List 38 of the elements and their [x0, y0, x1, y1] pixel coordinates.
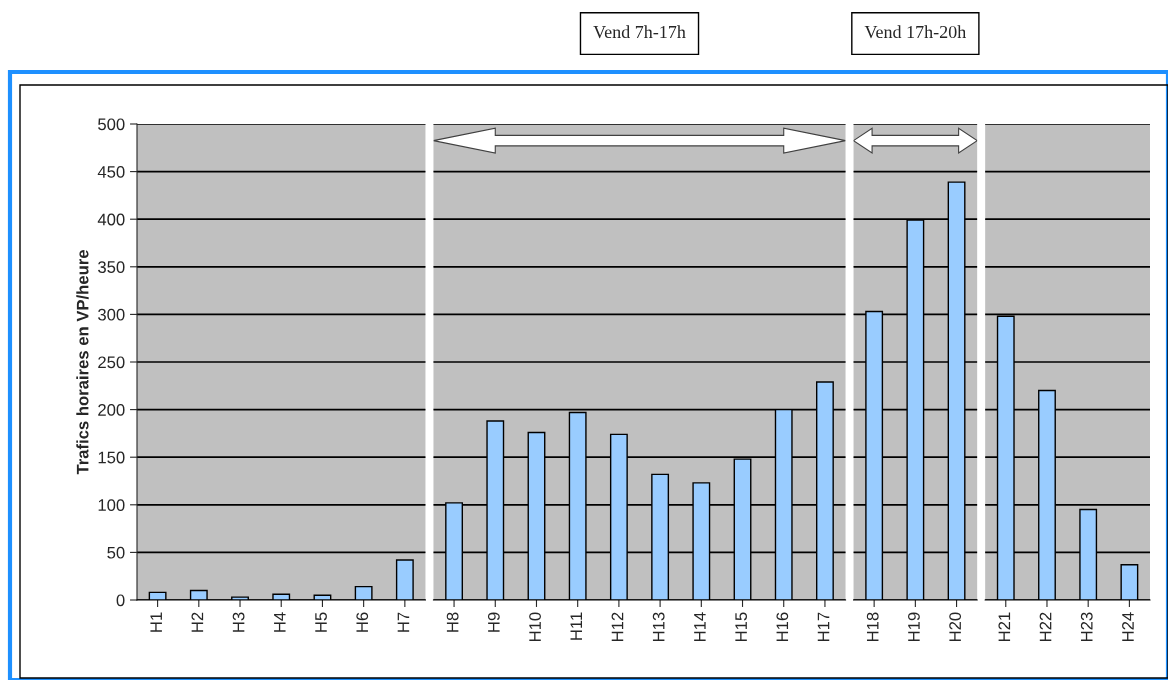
y-tick-label: 200	[98, 404, 125, 416]
x-tick-label: H3	[232, 612, 245, 632]
x-tick-label: H21	[998, 612, 1011, 642]
x-tick-label: H16	[776, 612, 789, 642]
x-tick-label: H17	[817, 612, 830, 642]
x-tick-label: H9	[487, 612, 500, 632]
text: Vend 17h-20h	[864, 25, 967, 39]
y-tick-label: 300	[98, 308, 125, 321]
x-tick-label: H2	[191, 612, 204, 632]
x-tick-label: H4	[274, 612, 286, 632]
x-tick-label: H7	[397, 612, 410, 632]
y-tick-label: 400	[97, 213, 125, 226]
x-tick-label: H12	[611, 612, 624, 642]
y-tick-label: 50	[107, 546, 125, 559]
y-tick-label: 0	[116, 594, 125, 607]
x-tick-label: H22	[1039, 612, 1052, 642]
y-tick-label: 350	[98, 261, 125, 273]
y-axis-title: Trafics horaires en VP/heure	[76, 250, 89, 475]
y-tick-label: 250	[98, 356, 125, 369]
x-tick-label: H15	[735, 612, 747, 642]
x-tick-label: H14	[694, 612, 706, 642]
y-tick-label: 500	[98, 118, 125, 131]
x-tick-label: H1	[150, 612, 162, 632]
y-tick-label: 150	[98, 451, 125, 464]
x-tick-label: H13	[652, 612, 665, 642]
x-tick-label: H10	[529, 612, 541, 642]
x-tick-label: H18	[866, 612, 879, 642]
x-tick-label: H5	[315, 612, 327, 632]
x-tick-label: H19	[908, 612, 920, 642]
y-tick-label: 100	[98, 499, 125, 511]
x-tick-label: H8	[446, 612, 459, 632]
x-tick-label: H11	[570, 612, 582, 640]
x-tick-label: H24	[1122, 612, 1134, 642]
text: Vend 7h-17h	[593, 25, 686, 39]
y-tick-label: 450	[97, 166, 125, 178]
x-tick-label: H23	[1080, 612, 1093, 642]
x-tick-label: H20	[949, 612, 962, 642]
x-tick-label: H6	[356, 612, 369, 632]
